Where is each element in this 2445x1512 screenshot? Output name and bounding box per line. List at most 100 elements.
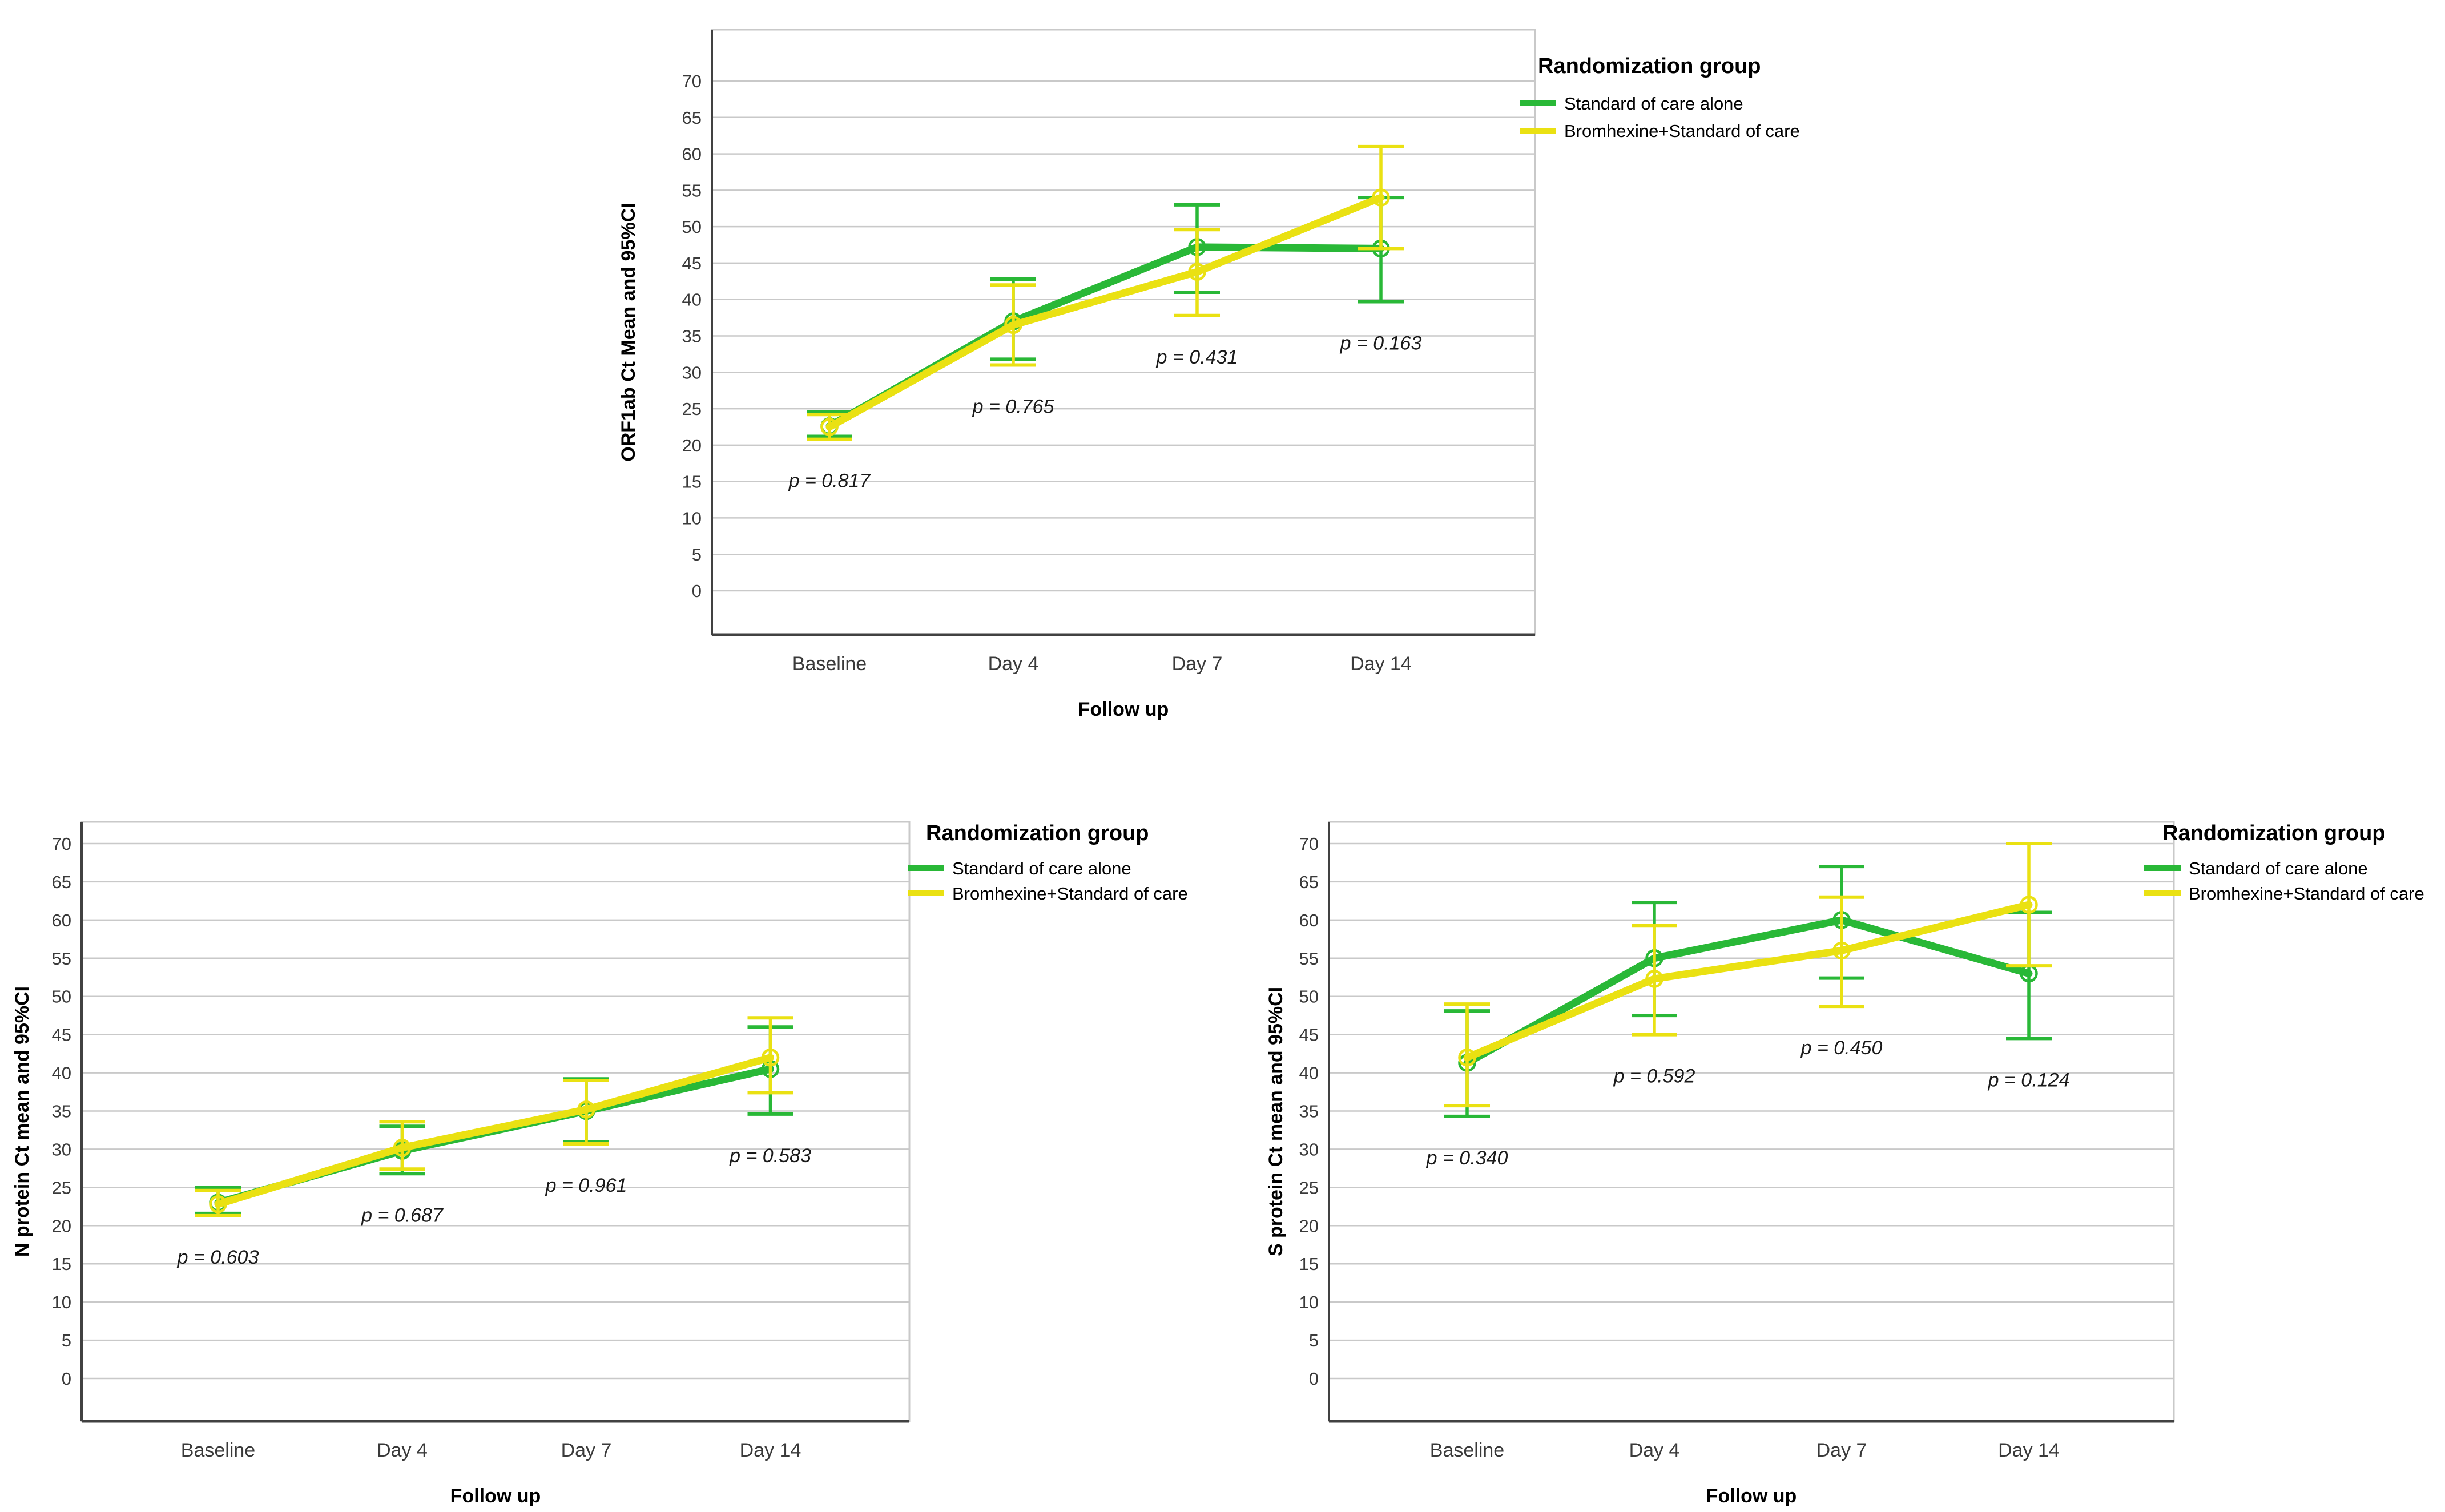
- y-tick-label: 10: [1299, 1292, 1319, 1312]
- data-point-marker: [2020, 896, 2038, 914]
- y-tick-label: 35: [1299, 1102, 1319, 1122]
- series-bromhexine: [1444, 842, 2052, 1108]
- y-axis-title: ORF1ab Ct Mean and 95%CI: [618, 203, 639, 461]
- p-value-label: p = 0.765: [972, 396, 1054, 418]
- y-tick-label: 25: [52, 1178, 71, 1197]
- gridlines: [82, 842, 909, 1380]
- y-tick-label: 55: [682, 180, 702, 200]
- y-tick-label: 40: [52, 1063, 71, 1083]
- legend-item-label: Bromhexine+Standard of care: [952, 884, 1188, 904]
- legend: Randomization group Standard of care alon…: [2144, 821, 2424, 904]
- legend-item-label: Standard of care alone: [2189, 858, 2368, 878]
- legend-title: Randomization group: [2162, 821, 2386, 845]
- gridlines: [712, 80, 1535, 592]
- x-tick-label: Day 7: [1172, 653, 1223, 675]
- p-value-label: p = 0.163: [1340, 333, 1422, 354]
- y-tick-label: 60: [1299, 910, 1319, 930]
- data-point-marker: [577, 1100, 595, 1119]
- y-tick-label: 70: [682, 71, 702, 91]
- p-value-label: p = 0.431: [1156, 346, 1238, 368]
- x-tick-label: Baseline: [181, 1440, 255, 1461]
- legend-item-label: Standard of care alone: [952, 858, 1131, 878]
- y-tick-label: 70: [52, 834, 71, 854]
- legend: Randomization group Standard of care alon…: [1520, 54, 1800, 141]
- y-tick-label: 15: [1299, 1254, 1319, 1274]
- series-line: [1463, 916, 2033, 1067]
- y-tick-label: 50: [682, 217, 702, 237]
- legend-title: Randomization group: [1538, 54, 1761, 78]
- data-point-marker: [393, 1139, 412, 1157]
- y-tick-label: 10: [52, 1292, 71, 1312]
- y-tick-label: 0: [62, 1369, 71, 1389]
- y-tick-label: 30: [682, 362, 702, 382]
- chart-s-protein: 0 5 10 15 20 25 30 35 40 45 50 55 60 65 70 Baseline Day …: [1265, 821, 2424, 1507]
- y-tick-label: 45: [1299, 1025, 1319, 1045]
- series-bromhexine: [195, 1016, 793, 1217]
- legend: Randomization group Standard of care alon…: [908, 821, 1188, 904]
- chart-orf1ab: 0 5 10 15 20 25 30 35 40 45 50 55 60 65 70 Baseline Day …: [618, 29, 1800, 720]
- legend-item-label: Bromhexine+Standard of care: [1564, 121, 1800, 141]
- legend-item-label: Bromhexine+Standard of care: [2189, 884, 2424, 904]
- p-value-label: p = 0.450: [1800, 1037, 1883, 1059]
- x-tick-labels: Baseline Day 4 Day 7 Day 14: [792, 653, 1412, 675]
- y-tick-label: 60: [52, 910, 71, 930]
- y-tick-label: 65: [1299, 872, 1319, 892]
- x-axis-title: Follow up: [450, 1485, 541, 1507]
- x-tick-labels: Baseline Day 4 Day 7 Day 14: [1430, 1440, 2060, 1461]
- y-tick-label: 60: [682, 144, 702, 164]
- y-tick-label: 0: [1309, 1369, 1319, 1389]
- x-tick-label: Baseline: [1430, 1440, 1504, 1461]
- x-tick-label: Baseline: [792, 653, 867, 675]
- chart-n-protein: 0 5 10 15 20 25 30 35 40 45 50 55 60 65 70 Baseline Day …: [11, 821, 1188, 1507]
- y-tick-label: 25: [1299, 1178, 1319, 1197]
- y-tick-label: 50: [52, 987, 71, 1007]
- series-bromhexine: [807, 144, 1404, 441]
- x-tick-label: Day 4: [988, 653, 1039, 675]
- series-line: [214, 1054, 774, 1208]
- y-tick-labels: 0 5 10 15 20 25 30 35 40 45 50 55 60 65 70: [682, 71, 702, 601]
- gridlines: [1329, 842, 2174, 1380]
- y-tick-label: 5: [692, 545, 702, 565]
- x-tick-label: Day 14: [1998, 1440, 2060, 1461]
- x-tick-labels: Baseline Day 4 Day 7 Day 14: [181, 1440, 801, 1461]
- y-tick-label: 5: [1309, 1330, 1319, 1350]
- y-axis-title: S protein Ct mean and 95%CI: [1265, 987, 1287, 1256]
- data-point-marker: [1372, 188, 1390, 207]
- y-tick-label: 25: [682, 399, 702, 419]
- y-tick-label: 10: [682, 508, 702, 528]
- y-tick-label: 65: [52, 872, 71, 892]
- data-point-marker: [761, 1049, 780, 1067]
- y-tick-label: 55: [1299, 949, 1319, 969]
- y-tick-label: 5: [62, 1330, 71, 1350]
- y-tick-labels: 0 5 10 15 20 25 30 35 40 45 50 55 60 65 70: [1299, 834, 1319, 1389]
- y-tick-label: 20: [52, 1216, 71, 1236]
- y-tick-label: 20: [682, 436, 702, 455]
- x-tick-label: Day 14: [740, 1440, 801, 1461]
- y-tick-label: 70: [1299, 834, 1319, 854]
- y-tick-labels: 0 5 10 15 20 25 30 35 40 45 50 55 60 65 70: [52, 834, 71, 1389]
- p-value-label: p = 0.592: [1613, 1066, 1695, 1087]
- y-tick-label: 45: [52, 1025, 71, 1045]
- data-point-marker: [1832, 941, 1851, 960]
- p-value-label: p = 0.340: [1426, 1147, 1508, 1169]
- data-point-marker: [209, 1195, 227, 1213]
- y-tick-label: 15: [52, 1254, 71, 1274]
- p-value-label: p = 0.961: [545, 1175, 627, 1196]
- x-tick-label: Day 14: [1350, 653, 1412, 675]
- data-point-marker: [1004, 316, 1022, 334]
- series-line: [1463, 901, 2033, 1062]
- p-value-label: p = 0.687: [361, 1204, 444, 1226]
- x-tick-label: Day 7: [1816, 1440, 1867, 1461]
- data-point-marker: [1645, 970, 1663, 988]
- legend-item-label: Standard of care alone: [1564, 94, 1743, 114]
- y-tick-label: 35: [52, 1102, 71, 1122]
- y-tick-label: 50: [1299, 987, 1319, 1007]
- x-tick-label: Day 4: [377, 1440, 428, 1461]
- legend-title: Randomization group: [926, 821, 1149, 845]
- x-axis-title: Follow up: [1706, 1485, 1797, 1507]
- p-value-label: p = 0.124: [1988, 1069, 2070, 1091]
- data-point-marker: [1458, 1049, 1476, 1067]
